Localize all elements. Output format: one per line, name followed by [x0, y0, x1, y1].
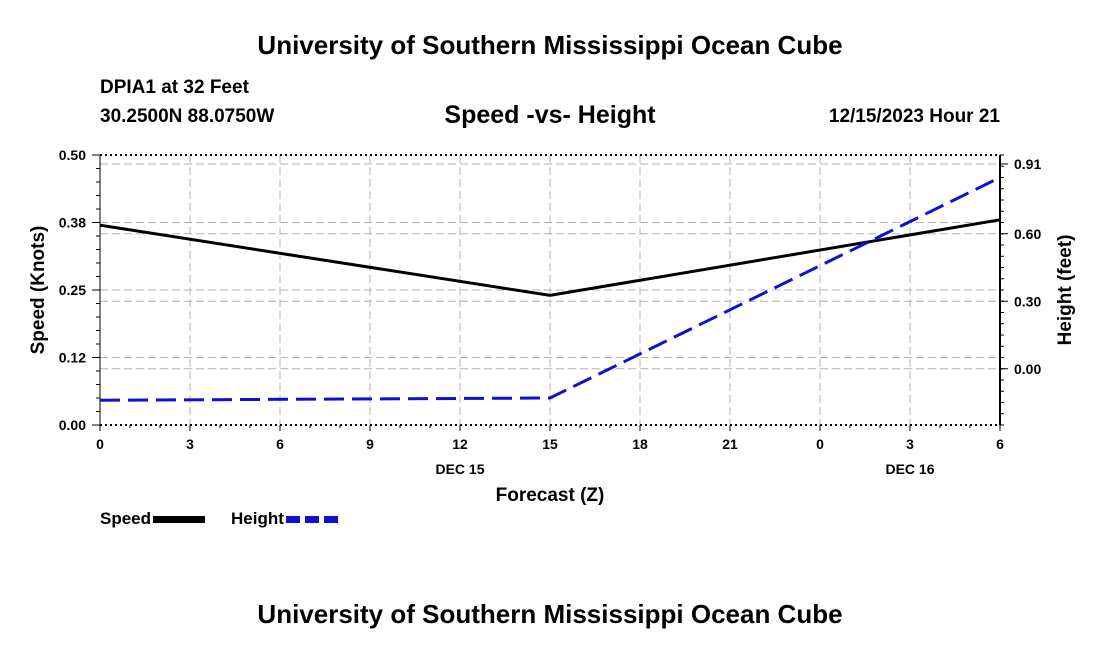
station-coordinates: 30.2500N 88.0750W	[100, 106, 275, 127]
y-tick-label: 0.50	[59, 147, 86, 163]
x-tick-label: 18	[632, 436, 648, 452]
x-tick-label: 3	[906, 436, 914, 452]
legend-height-label: Height	[231, 509, 284, 528]
x-tick-label: 9	[366, 436, 374, 452]
y2-axis-title: Height (feet)	[1055, 235, 1076, 346]
y-tick-label: 0.25	[59, 282, 86, 298]
footer-title: University of Southern Mississippi Ocean…	[257, 599, 843, 629]
x-tick-label: 6	[996, 436, 1004, 452]
y2-tick-label: 0.00	[1014, 361, 1041, 377]
legend-speed-label: Speed	[100, 509, 152, 528]
x-tick-label: 3	[186, 436, 194, 452]
y-tick-label: 0.12	[59, 350, 86, 366]
y2-tick-label: 0.60	[1014, 226, 1041, 242]
y-tick-label: 0.00	[59, 417, 86, 433]
x-tick-label: 12	[452, 436, 468, 452]
x-tick-label: 21	[722, 436, 738, 452]
y2-tick-label: 0.30	[1014, 293, 1041, 309]
page-title: University of Southern Mississippi Ocean…	[257, 30, 843, 60]
legend-height-swatch	[285, 515, 338, 523]
forecast-datetime: 12/15/2023 Hour 21	[828, 106, 1000, 127]
chart-title: Speed -vs- Height	[444, 101, 656, 129]
x-tick-label: 0	[816, 436, 824, 452]
legend-height: Height	[231, 509, 338, 529]
x-tick-label: 15	[542, 436, 558, 452]
legend-speed-swatch	[153, 515, 206, 523]
y-tick-label: 0.38	[59, 215, 86, 231]
speed-series-line	[99, 218, 1001, 297]
legend-speed: Speed	[100, 509, 206, 529]
x-axis-title: Forecast (Z)	[496, 485, 605, 506]
date-label: DEC 15	[435, 461, 484, 477]
x-tick-label: 0	[96, 436, 104, 452]
height-series-line	[99, 176, 1001, 402]
date-label: DEC 16	[885, 461, 934, 477]
y2-tick-label: 0.91	[1014, 156, 1041, 172]
x-tick-label: 6	[276, 436, 284, 452]
y-axis-title: Speed (Knots)	[28, 226, 49, 355]
station-label: DPIA1 at 32 Feet	[100, 77, 249, 98]
